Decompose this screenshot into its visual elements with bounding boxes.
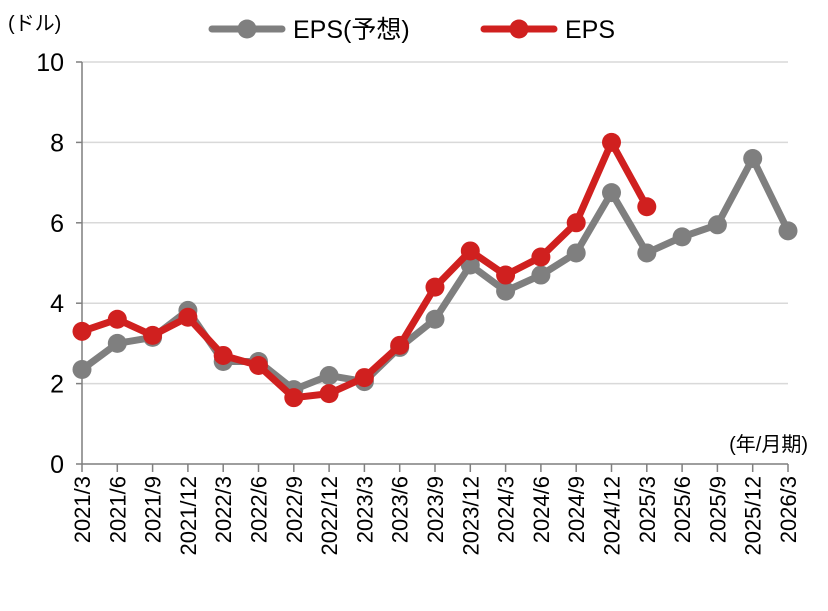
series-line bbox=[78, 155, 792, 394]
x-tick-label: 2023/9 bbox=[423, 476, 448, 543]
data-point bbox=[602, 132, 621, 152]
data-point bbox=[778, 221, 798, 241]
x-tick-label: 2022/6 bbox=[247, 476, 272, 543]
data-point bbox=[72, 321, 92, 341]
data-point bbox=[425, 309, 445, 329]
data-point bbox=[425, 277, 445, 297]
axes: 0 2 4 6 8 10 2021/3 2021/6 2021/9 2021/12 2022/3 20… bbox=[36, 49, 801, 556]
data-point bbox=[319, 384, 339, 404]
data-point bbox=[672, 227, 692, 247]
x-axis-unit-label: (年/月期) bbox=[729, 433, 808, 456]
x-tick-label: 2025/3 bbox=[635, 476, 660, 543]
data-point bbox=[107, 309, 127, 329]
x-tick-label: 2025/9 bbox=[705, 476, 730, 543]
data-point bbox=[213, 345, 233, 365]
data-point bbox=[107, 333, 127, 353]
data-point bbox=[354, 368, 374, 388]
x-tick-label: 2026/3 bbox=[776, 476, 801, 543]
x-tick-label: 2023/6 bbox=[388, 476, 413, 543]
y-tick-label: 6 bbox=[50, 210, 64, 238]
data-point bbox=[566, 243, 586, 263]
data-point bbox=[390, 335, 410, 355]
legend: EPS(予想) EPS bbox=[208, 16, 615, 44]
data-point bbox=[178, 307, 198, 327]
gridlines bbox=[82, 61, 788, 385]
data-point bbox=[566, 213, 586, 233]
y-tick-label: 10 bbox=[36, 49, 64, 77]
series-lines bbox=[72, 132, 798, 408]
legend-swatch-marker bbox=[237, 19, 257, 39]
y-tick-label: 4 bbox=[50, 290, 64, 318]
data-point bbox=[602, 183, 621, 203]
series-line bbox=[78, 138, 651, 402]
data-point bbox=[531, 247, 551, 267]
x-tick-label: 2022/9 bbox=[282, 476, 307, 543]
x-tick-label: 2021/12 bbox=[176, 476, 201, 556]
y-tick-label: 8 bbox=[50, 129, 64, 157]
data-point bbox=[496, 265, 516, 285]
x-tick-label: 2021/3 bbox=[70, 476, 95, 543]
data-point bbox=[496, 281, 516, 301]
data-point bbox=[460, 241, 480, 261]
x-tick-label: 2025/12 bbox=[741, 476, 766, 556]
x-tick-label: 2022/12 bbox=[317, 476, 342, 556]
y-tick-label: 2 bbox=[50, 371, 64, 399]
x-tick-label: 2024/6 bbox=[529, 476, 554, 543]
x-tick-label: 2024/9 bbox=[564, 476, 589, 543]
data-point bbox=[637, 243, 657, 263]
x-tick-label: 2023/3 bbox=[352, 476, 377, 543]
x-tick-label: 2024/12 bbox=[600, 476, 625, 556]
legend-label: EPS bbox=[565, 16, 615, 44]
legend-swatch-marker bbox=[509, 19, 529, 39]
x-tick-label: 2024/3 bbox=[494, 476, 519, 543]
x-tick-label: 2022/3 bbox=[211, 476, 236, 543]
data-point bbox=[707, 215, 727, 235]
y-tick-label: 0 bbox=[50, 451, 64, 479]
data-point bbox=[72, 360, 92, 380]
x-tick-label: 2021/9 bbox=[141, 476, 166, 543]
data-point bbox=[143, 325, 163, 345]
x-tick-label: 2025/6 bbox=[670, 476, 695, 543]
data-point bbox=[249, 356, 268, 376]
x-tick-label: 2021/6 bbox=[105, 476, 130, 543]
data-point bbox=[637, 197, 657, 217]
data-point bbox=[319, 366, 339, 386]
data-point bbox=[531, 265, 551, 285]
data-point bbox=[284, 388, 304, 408]
x-tick-label: 2023/12 bbox=[458, 476, 483, 556]
data-point bbox=[743, 148, 763, 168]
legend-label: EPS(予想) bbox=[293, 16, 410, 44]
y-axis-unit-label: (ドル) bbox=[8, 13, 61, 35]
